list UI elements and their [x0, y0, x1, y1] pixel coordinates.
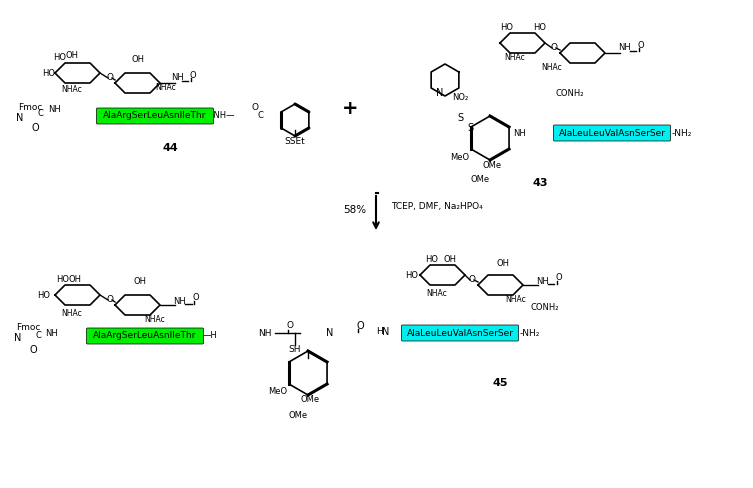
Text: NH: NH: [172, 74, 184, 82]
Text: 44: 44: [162, 143, 178, 153]
Text: OMe: OMe: [483, 161, 501, 169]
Text: -NH₂: -NH₂: [672, 128, 692, 138]
Text: N: N: [383, 327, 390, 337]
Text: NH: NH: [514, 128, 526, 138]
Text: NH: NH: [537, 277, 550, 285]
Text: OMe: OMe: [300, 395, 319, 405]
Text: TCEP, DMF, Na₂HPO₄: TCEP, DMF, Na₂HPO₄: [391, 202, 483, 210]
Text: S: S: [467, 123, 473, 133]
FancyBboxPatch shape: [96, 108, 214, 124]
Text: H: H: [376, 327, 383, 337]
Text: NHAc: NHAc: [505, 54, 526, 62]
Text: OH: OH: [69, 276, 81, 285]
Text: CONH₂: CONH₂: [531, 304, 559, 312]
Text: C: C: [257, 111, 263, 121]
Text: AlaArgSerLeuAsnIleThr: AlaArgSerLeuAsnIleThr: [103, 111, 206, 121]
Text: 43: 43: [532, 178, 547, 188]
Text: N: N: [326, 328, 334, 338]
Text: SH: SH: [288, 346, 301, 354]
Text: 58%: 58%: [343, 205, 366, 215]
Text: NHAc: NHAc: [505, 296, 526, 305]
Text: O: O: [468, 276, 475, 285]
Text: S: S: [457, 113, 463, 123]
Text: N: N: [436, 88, 444, 98]
Text: O: O: [193, 293, 200, 303]
Text: HO: HO: [501, 23, 514, 33]
Text: NH: NH: [619, 43, 631, 53]
Text: O: O: [29, 345, 37, 355]
Text: HO: HO: [37, 290, 50, 300]
Text: O: O: [556, 273, 562, 283]
Text: MeO: MeO: [450, 154, 470, 163]
Text: O: O: [31, 123, 39, 133]
Text: 45: 45: [492, 378, 508, 388]
Text: NHAc: NHAc: [155, 83, 175, 93]
Text: NO₂: NO₂: [452, 94, 468, 102]
Text: OH: OH: [132, 56, 145, 64]
Text: —H: —H: [203, 331, 218, 341]
Text: OH: OH: [444, 256, 456, 264]
Text: CONH₂: CONH₂: [556, 88, 584, 98]
Text: NHAc: NHAc: [145, 316, 166, 325]
Text: N: N: [14, 333, 22, 343]
Text: +: +: [342, 99, 358, 118]
Text: Fmoc: Fmoc: [18, 103, 42, 113]
Text: OH: OH: [496, 259, 510, 267]
Text: AlaLeuLeuValAsnSerSer: AlaLeuLeuValAsnSerSer: [559, 128, 666, 138]
Text: NHAc: NHAc: [541, 63, 562, 73]
Text: C: C: [37, 108, 43, 118]
Text: HO: HO: [53, 54, 66, 62]
Text: NH: NH: [174, 297, 187, 305]
Text: Fmoc: Fmoc: [16, 324, 40, 332]
Text: HO: HO: [56, 276, 69, 285]
Text: O: O: [550, 43, 557, 53]
Text: O: O: [106, 74, 114, 82]
Text: HO: HO: [405, 270, 418, 280]
FancyBboxPatch shape: [401, 325, 519, 341]
Text: NHAc: NHAc: [62, 309, 82, 319]
Text: O: O: [252, 103, 258, 113]
Text: HO: HO: [425, 256, 438, 264]
Text: OH: OH: [133, 278, 147, 286]
Text: -NH₂: -NH₂: [520, 328, 541, 338]
Text: NH: NH: [49, 105, 62, 115]
Text: HO: HO: [533, 23, 547, 33]
FancyBboxPatch shape: [87, 328, 203, 344]
Text: NHAc: NHAc: [427, 288, 447, 298]
Text: —NH—: —NH—: [206, 111, 235, 121]
Text: OMe: OMe: [288, 410, 307, 420]
FancyBboxPatch shape: [553, 125, 670, 141]
Text: AlaLeuLeuValAsnSerSer: AlaLeuLeuValAsnSerSer: [407, 328, 514, 338]
Text: OH: OH: [66, 50, 78, 60]
Text: OMe: OMe: [471, 176, 489, 184]
Text: N: N: [17, 113, 23, 123]
Text: O: O: [356, 321, 364, 331]
Text: MeO: MeO: [268, 386, 288, 395]
Text: NH: NH: [258, 328, 272, 338]
Text: AlaArgSerLeuAsnIleThr: AlaArgSerLeuAsnIleThr: [93, 331, 197, 341]
Text: NH: NH: [46, 328, 59, 338]
Text: O: O: [190, 70, 197, 80]
Text: NHAc: NHAc: [62, 85, 82, 95]
Text: O: O: [106, 296, 114, 305]
Text: C: C: [35, 331, 41, 341]
Text: HO: HO: [42, 68, 55, 78]
Text: O: O: [286, 322, 294, 330]
Text: O: O: [638, 41, 645, 49]
Text: SSEt: SSEt: [285, 137, 306, 145]
